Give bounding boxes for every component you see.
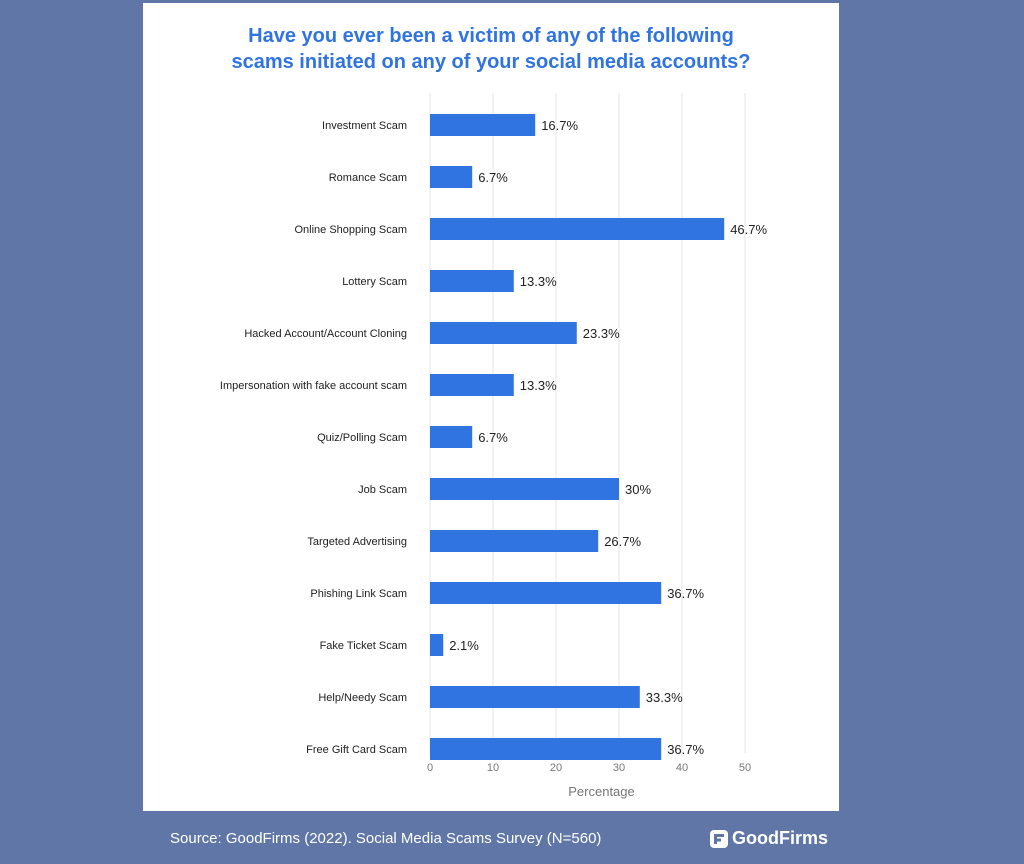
data-label: 13.3% bbox=[520, 274, 557, 289]
x-axis-label: Percentage bbox=[568, 784, 635, 799]
bar bbox=[430, 478, 619, 500]
x-tick-label: 20 bbox=[550, 762, 562, 774]
category-label: Quiz/Polling Scam bbox=[317, 432, 407, 444]
source-note: Source: GoodFirms (2022). Social Media S… bbox=[170, 830, 602, 847]
category-label: Targeted Advertising bbox=[307, 536, 407, 548]
data-label: 6.7% bbox=[478, 430, 508, 445]
chart-card: Have you ever been a victim of any of th… bbox=[143, 3, 839, 811]
data-label: 23.3% bbox=[583, 326, 620, 341]
bar bbox=[430, 426, 473, 448]
data-label: 16.7% bbox=[541, 118, 578, 133]
bar bbox=[430, 218, 725, 240]
bar bbox=[430, 582, 662, 604]
chart-title-line-2: scams initiated on any of your social me… bbox=[231, 51, 751, 73]
bar bbox=[430, 686, 640, 708]
data-label: 2.1% bbox=[449, 638, 479, 653]
x-tick-label: 40 bbox=[676, 762, 688, 774]
bar-chart: Investment Scam 16.7% Romance Scam 6.7% Onli… bbox=[220, 93, 768, 799]
data-label: 46.7% bbox=[730, 222, 767, 237]
x-tick-label: 10 bbox=[487, 762, 499, 774]
brand-name: GoodFirms bbox=[732, 828, 829, 848]
category-label: Investment Scam bbox=[322, 120, 407, 132]
brand-logo: GoodFirms bbox=[710, 828, 828, 849]
bar bbox=[430, 166, 473, 188]
category-label: Lottery Scam bbox=[342, 276, 407, 288]
bar bbox=[430, 322, 577, 344]
bar bbox=[430, 738, 662, 760]
bar bbox=[430, 374, 514, 396]
bar bbox=[430, 114, 536, 136]
data-label: 30% bbox=[625, 482, 651, 497]
data-label: 26.7% bbox=[604, 534, 641, 549]
data-label: 6.7% bbox=[478, 170, 508, 185]
bar bbox=[430, 270, 514, 292]
x-tick-label: 50 bbox=[739, 762, 751, 774]
x-tick-label: 30 bbox=[613, 762, 625, 774]
data-label: 33.3% bbox=[646, 690, 683, 705]
bar bbox=[430, 530, 599, 552]
category-label: Hacked Account/Account Cloning bbox=[244, 328, 407, 340]
category-label: Impersonation with fake account scam bbox=[220, 380, 407, 392]
data-label: 13.3% bbox=[520, 378, 557, 393]
goodfirms-logo-icon bbox=[710, 829, 728, 848]
bar bbox=[430, 634, 444, 656]
data-label: 36.7% bbox=[667, 742, 704, 757]
category-label: Help/Needy Scam bbox=[318, 692, 407, 704]
x-tick-label: 0 bbox=[427, 762, 433, 774]
data-label: 36.7% bbox=[667, 586, 704, 601]
category-label: Free Gift Card Scam bbox=[306, 744, 407, 756]
category-label: Online Shopping Scam bbox=[294, 224, 407, 236]
category-label: Job Scam bbox=[358, 484, 407, 496]
chart-title: Have you ever been a victim of any of th… bbox=[143, 23, 839, 75]
chart-title-line-1: Have you ever been a victim of any of th… bbox=[248, 25, 734, 47]
category-label: Phishing Link Scam bbox=[310, 588, 407, 600]
category-label: Fake Ticket Scam bbox=[320, 640, 407, 652]
category-label: Romance Scam bbox=[329, 172, 407, 184]
